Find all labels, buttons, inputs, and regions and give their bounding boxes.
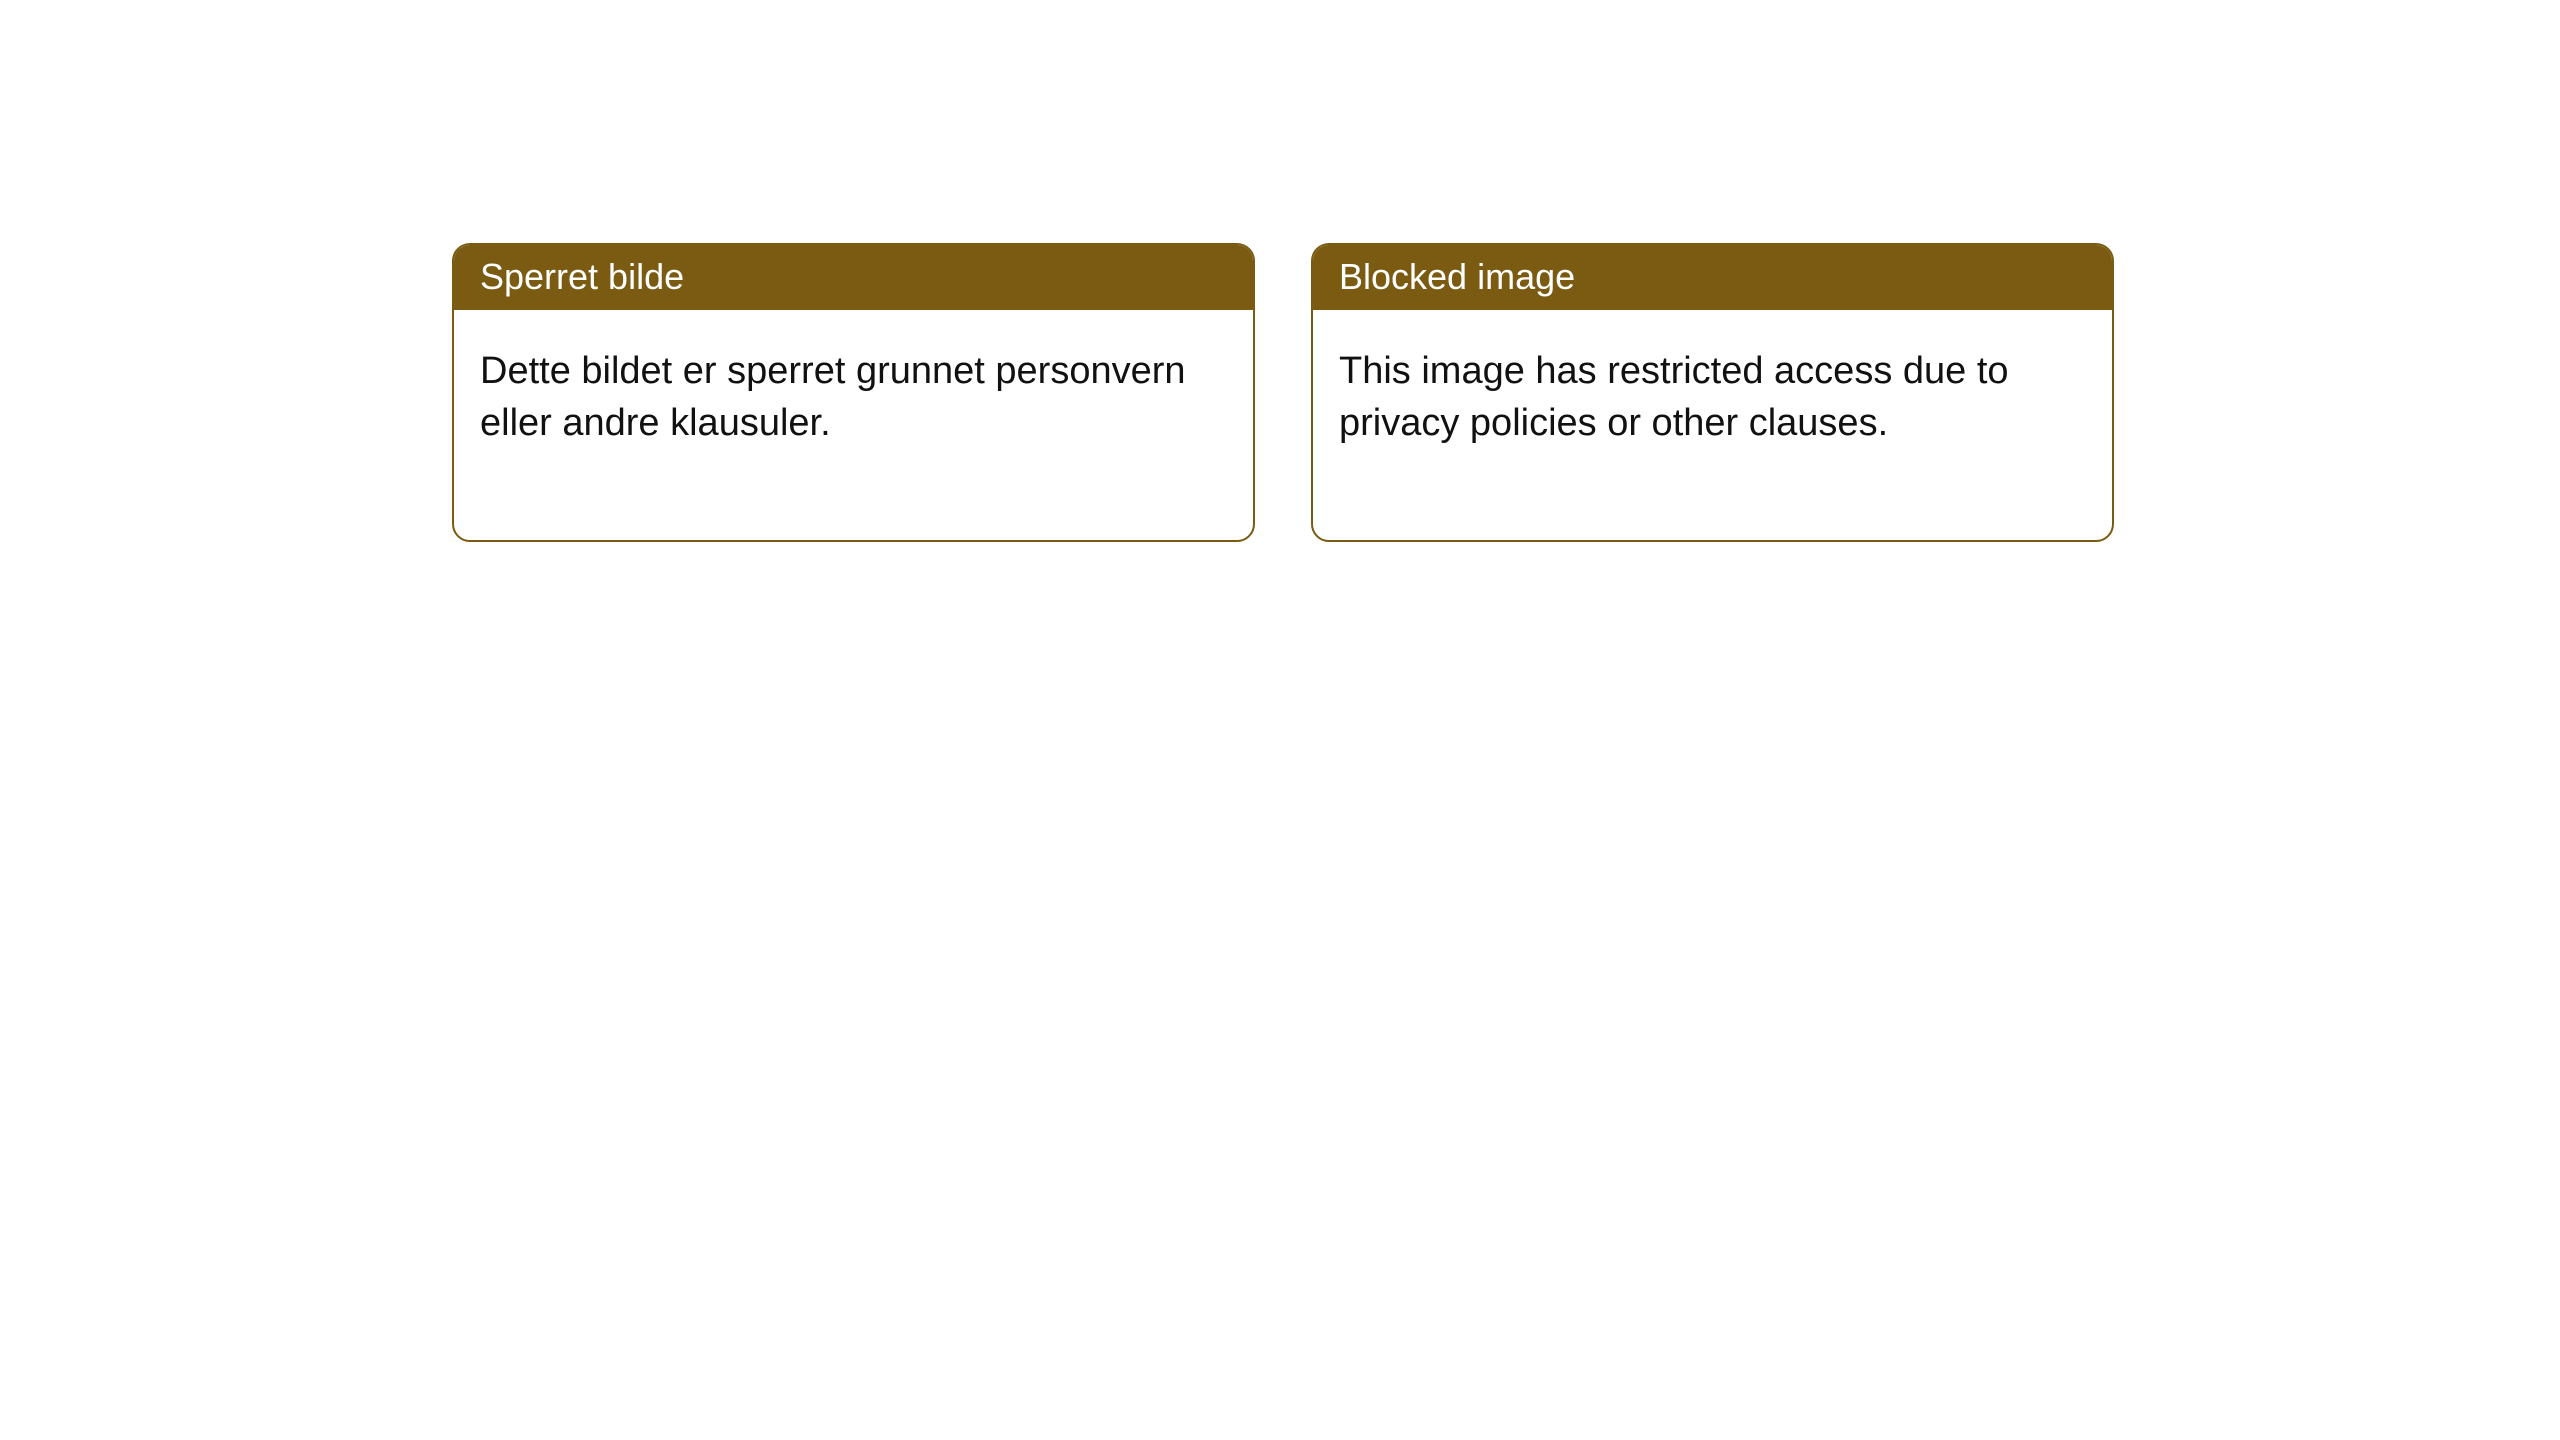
notice-card-no: Sperret bilde Dette bildet er sperret gr… [452,243,1255,542]
notice-card-title: Blocked image [1313,245,2112,310]
notice-cards-container: Sperret bilde Dette bildet er sperret gr… [452,243,2114,542]
notice-card-title: Sperret bilde [454,245,1253,310]
notice-card-body: This image has restricted access due to … [1313,310,2112,539]
notice-card-body: Dette bildet er sperret grunnet personve… [454,310,1253,539]
notice-card-en: Blocked image This image has restricted … [1311,243,2114,542]
